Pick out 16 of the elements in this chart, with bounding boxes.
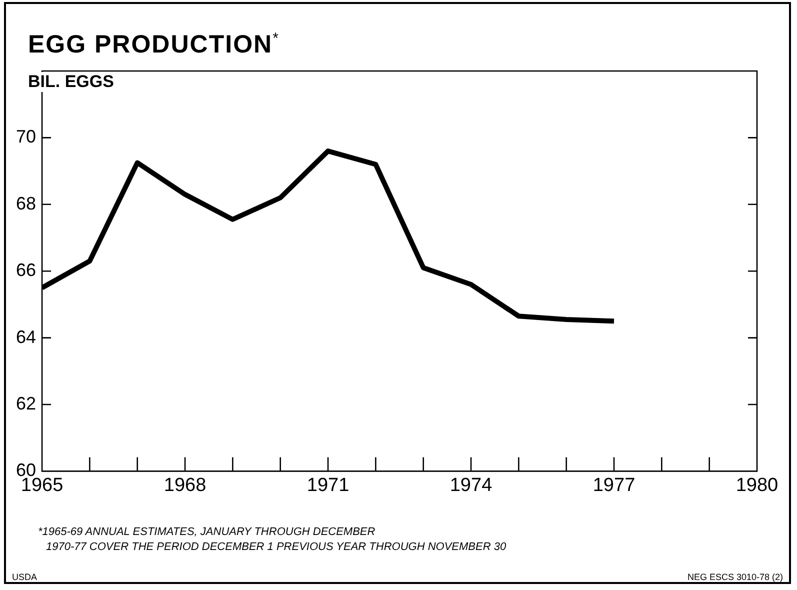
text: USDA [12, 572, 38, 582]
y-tick-label: 70 [16, 126, 36, 147]
text: *1965-69 ANNUAL ESTIMATES, JANUARY THROUGH DECEMBER [38, 526, 376, 538]
x-tick-label: 1977 [592, 474, 636, 496]
y-axis-title: BIL. EGGS [28, 72, 118, 92]
text: 1970-77 COVER THE PERIOD DECEMBER 1 PREVIOUS YEAR THROUGH NOVEMBER 30 [46, 541, 506, 553]
y-tick-label: 66 [16, 260, 36, 280]
x-tick-label: 1971 [306, 474, 350, 496]
y-tick-label: 68 [16, 193, 36, 214]
chart-title: EGG PRODUCTION$^{*}$ [28, 30, 280, 60]
text: NEG ESCS 3010-78 (2) [687, 572, 783, 582]
x-tick-label: 1974 [450, 474, 493, 496]
x-tick-label: 1968 [164, 474, 206, 496]
x-tick-label: 1980 [736, 474, 778, 496]
y-tick-label: 62 [16, 393, 36, 414]
y-tick-label: 64 [16, 326, 36, 347]
